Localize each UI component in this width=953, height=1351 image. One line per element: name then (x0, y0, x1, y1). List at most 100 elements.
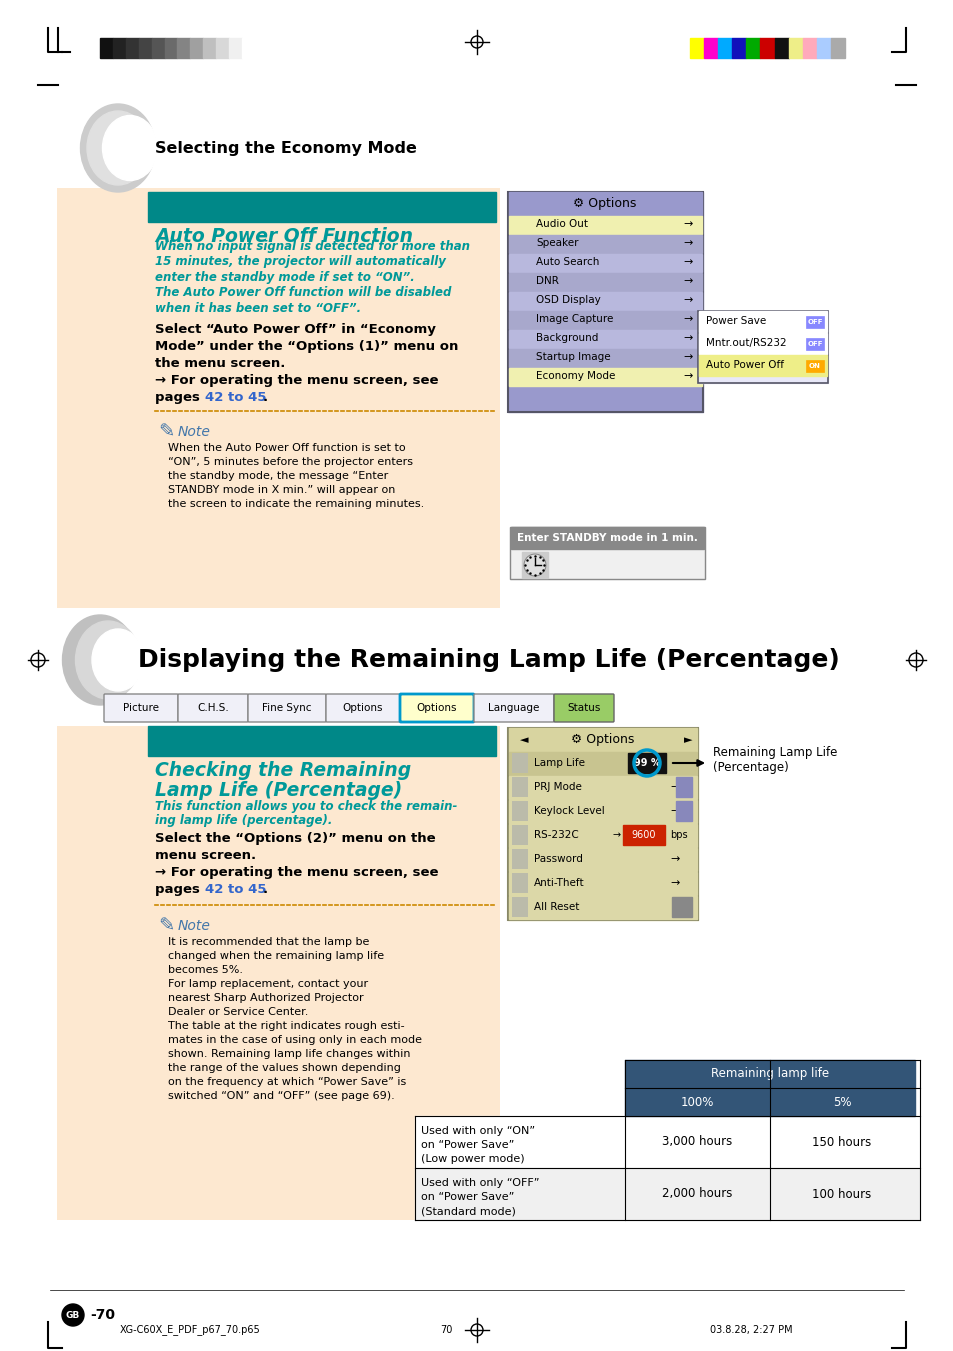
FancyBboxPatch shape (474, 694, 554, 721)
Text: Used with only “OFF”: Used with only “OFF” (420, 1178, 539, 1188)
Text: 100 hours: 100 hours (812, 1188, 871, 1201)
Bar (509, 311, 701, 330)
Bar (699, 355, 826, 376)
Bar (512, 873, 527, 893)
Text: Select the “Options (2)” menu on the: Select the “Options (2)” menu on the (154, 832, 436, 844)
FancyBboxPatch shape (178, 694, 248, 721)
Text: -70: -70 (90, 1308, 115, 1323)
Text: Image Capture: Image Capture (536, 313, 613, 324)
Text: Auto Search: Auto Search (536, 257, 598, 267)
Text: Lamp Life (Percentage): Lamp Life (Percentage) (154, 781, 402, 801)
Text: →: → (613, 830, 620, 840)
Bar (165, 38, 177, 58)
Bar (509, 753, 697, 775)
Text: Anti-Theft: Anti-Theft (534, 878, 584, 888)
Text: →: → (682, 295, 692, 305)
Bar (509, 349, 701, 367)
FancyBboxPatch shape (326, 694, 399, 721)
Bar (699, 332, 826, 354)
Text: OFF: OFF (806, 319, 821, 326)
Text: Displaying the Remaining Lamp Life (Percentage): Displaying the Remaining Lamp Life (Perc… (138, 648, 839, 671)
Bar (138, 38, 152, 58)
Text: menu screen.: menu screen. (154, 848, 255, 862)
Text: Options: Options (416, 703, 456, 713)
Text: →: → (682, 257, 692, 267)
Text: →: → (682, 332, 692, 343)
Text: (Standard mode): (Standard mode) (420, 1206, 516, 1216)
Text: Picture: Picture (123, 703, 159, 713)
Bar (627, 753, 665, 773)
Bar (509, 254, 701, 272)
Text: the standby mode, the message “Enter: the standby mode, the message “Enter (168, 471, 388, 481)
Text: 3,000 hours: 3,000 hours (661, 1135, 731, 1148)
Text: Used with only “ON”: Used with only “ON” (420, 1125, 535, 1136)
Text: 42 to 45: 42 to 45 (205, 390, 266, 404)
Text: Enter STANDBY mode in 1 min.: Enter STANDBY mode in 1 min. (516, 534, 697, 543)
Bar (509, 848, 697, 871)
Text: enter the standby mode if set to “ON”.: enter the standby mode if set to “ON”. (154, 272, 415, 284)
Text: Selecting the Economy Mode: Selecting the Economy Mode (154, 141, 416, 155)
Text: OFF: OFF (806, 340, 821, 347)
Text: → For operating the menu screen, see: → For operating the menu screen, see (154, 866, 438, 880)
Text: →: → (682, 219, 692, 230)
Text: →: → (669, 807, 679, 816)
Bar (805, 338, 823, 350)
Text: 5%: 5% (832, 1096, 850, 1109)
Text: RS-232C: RS-232C (534, 830, 578, 840)
Text: ⚙ Options: ⚙ Options (571, 734, 634, 747)
Bar (509, 273, 701, 290)
Text: Note: Note (178, 919, 211, 934)
Bar (507, 192, 702, 412)
Text: →: → (682, 353, 692, 362)
Text: 42 to 45: 42 to 45 (205, 884, 266, 896)
Bar (152, 38, 165, 58)
Text: →: → (669, 782, 679, 792)
Bar (671, 897, 691, 917)
Bar (510, 527, 704, 580)
Text: →: → (669, 854, 679, 865)
Text: 2,000 hours: 2,000 hours (661, 1188, 731, 1201)
Text: 03.8.28, 2:27 PM: 03.8.28, 2:27 PM (709, 1325, 792, 1335)
Text: the screen to indicate the remaining minutes.: the screen to indicate the remaining min… (168, 499, 424, 509)
Bar (512, 801, 527, 821)
Ellipse shape (87, 111, 149, 185)
Text: When no input signal is detected for more than: When no input signal is detected for mor… (154, 240, 470, 253)
Bar (203, 38, 216, 58)
Bar (689, 38, 703, 58)
Text: changed when the remaining lamp life: changed when the remaining lamp life (168, 951, 384, 961)
Text: C.H.S.: C.H.S. (197, 703, 229, 713)
Text: ⚙ Options: ⚙ Options (573, 197, 636, 211)
Text: on the frequency at which “Power Save” is: on the frequency at which “Power Save” i… (168, 1077, 406, 1088)
Bar (760, 38, 774, 58)
Text: Checking the Remaining: Checking the Remaining (154, 762, 411, 781)
FancyBboxPatch shape (554, 694, 614, 721)
Text: Options: Options (342, 703, 383, 713)
Bar (622, 825, 664, 844)
Bar (509, 367, 701, 386)
Bar (126, 38, 138, 58)
Bar (509, 871, 697, 894)
Text: bps: bps (669, 830, 687, 840)
Bar (216, 38, 229, 58)
Bar (242, 38, 254, 58)
FancyBboxPatch shape (104, 694, 178, 721)
Bar (624, 1061, 914, 1088)
Text: on “Power Save”: on “Power Save” (420, 1140, 514, 1150)
Text: ✎: ✎ (158, 917, 174, 936)
Bar (676, 777, 691, 797)
Text: → For operating the menu screen, see: → For operating the menu screen, see (154, 374, 438, 386)
Text: Auto Power Off Function: Auto Power Off Function (154, 227, 413, 246)
Bar (512, 753, 527, 773)
Bar (177, 38, 191, 58)
Text: (Low power mode): (Low power mode) (420, 1154, 524, 1165)
Bar (509, 216, 701, 234)
Bar (509, 824, 697, 847)
Bar (191, 38, 203, 58)
Text: Select “Auto Power Off” in “Economy: Select “Auto Power Off” in “Economy (154, 323, 436, 336)
Ellipse shape (80, 104, 155, 192)
Text: →: → (682, 238, 692, 249)
Bar (509, 800, 697, 823)
Bar (507, 192, 702, 412)
Text: Speaker: Speaker (536, 238, 578, 249)
Text: Power Save: Power Save (705, 316, 765, 326)
